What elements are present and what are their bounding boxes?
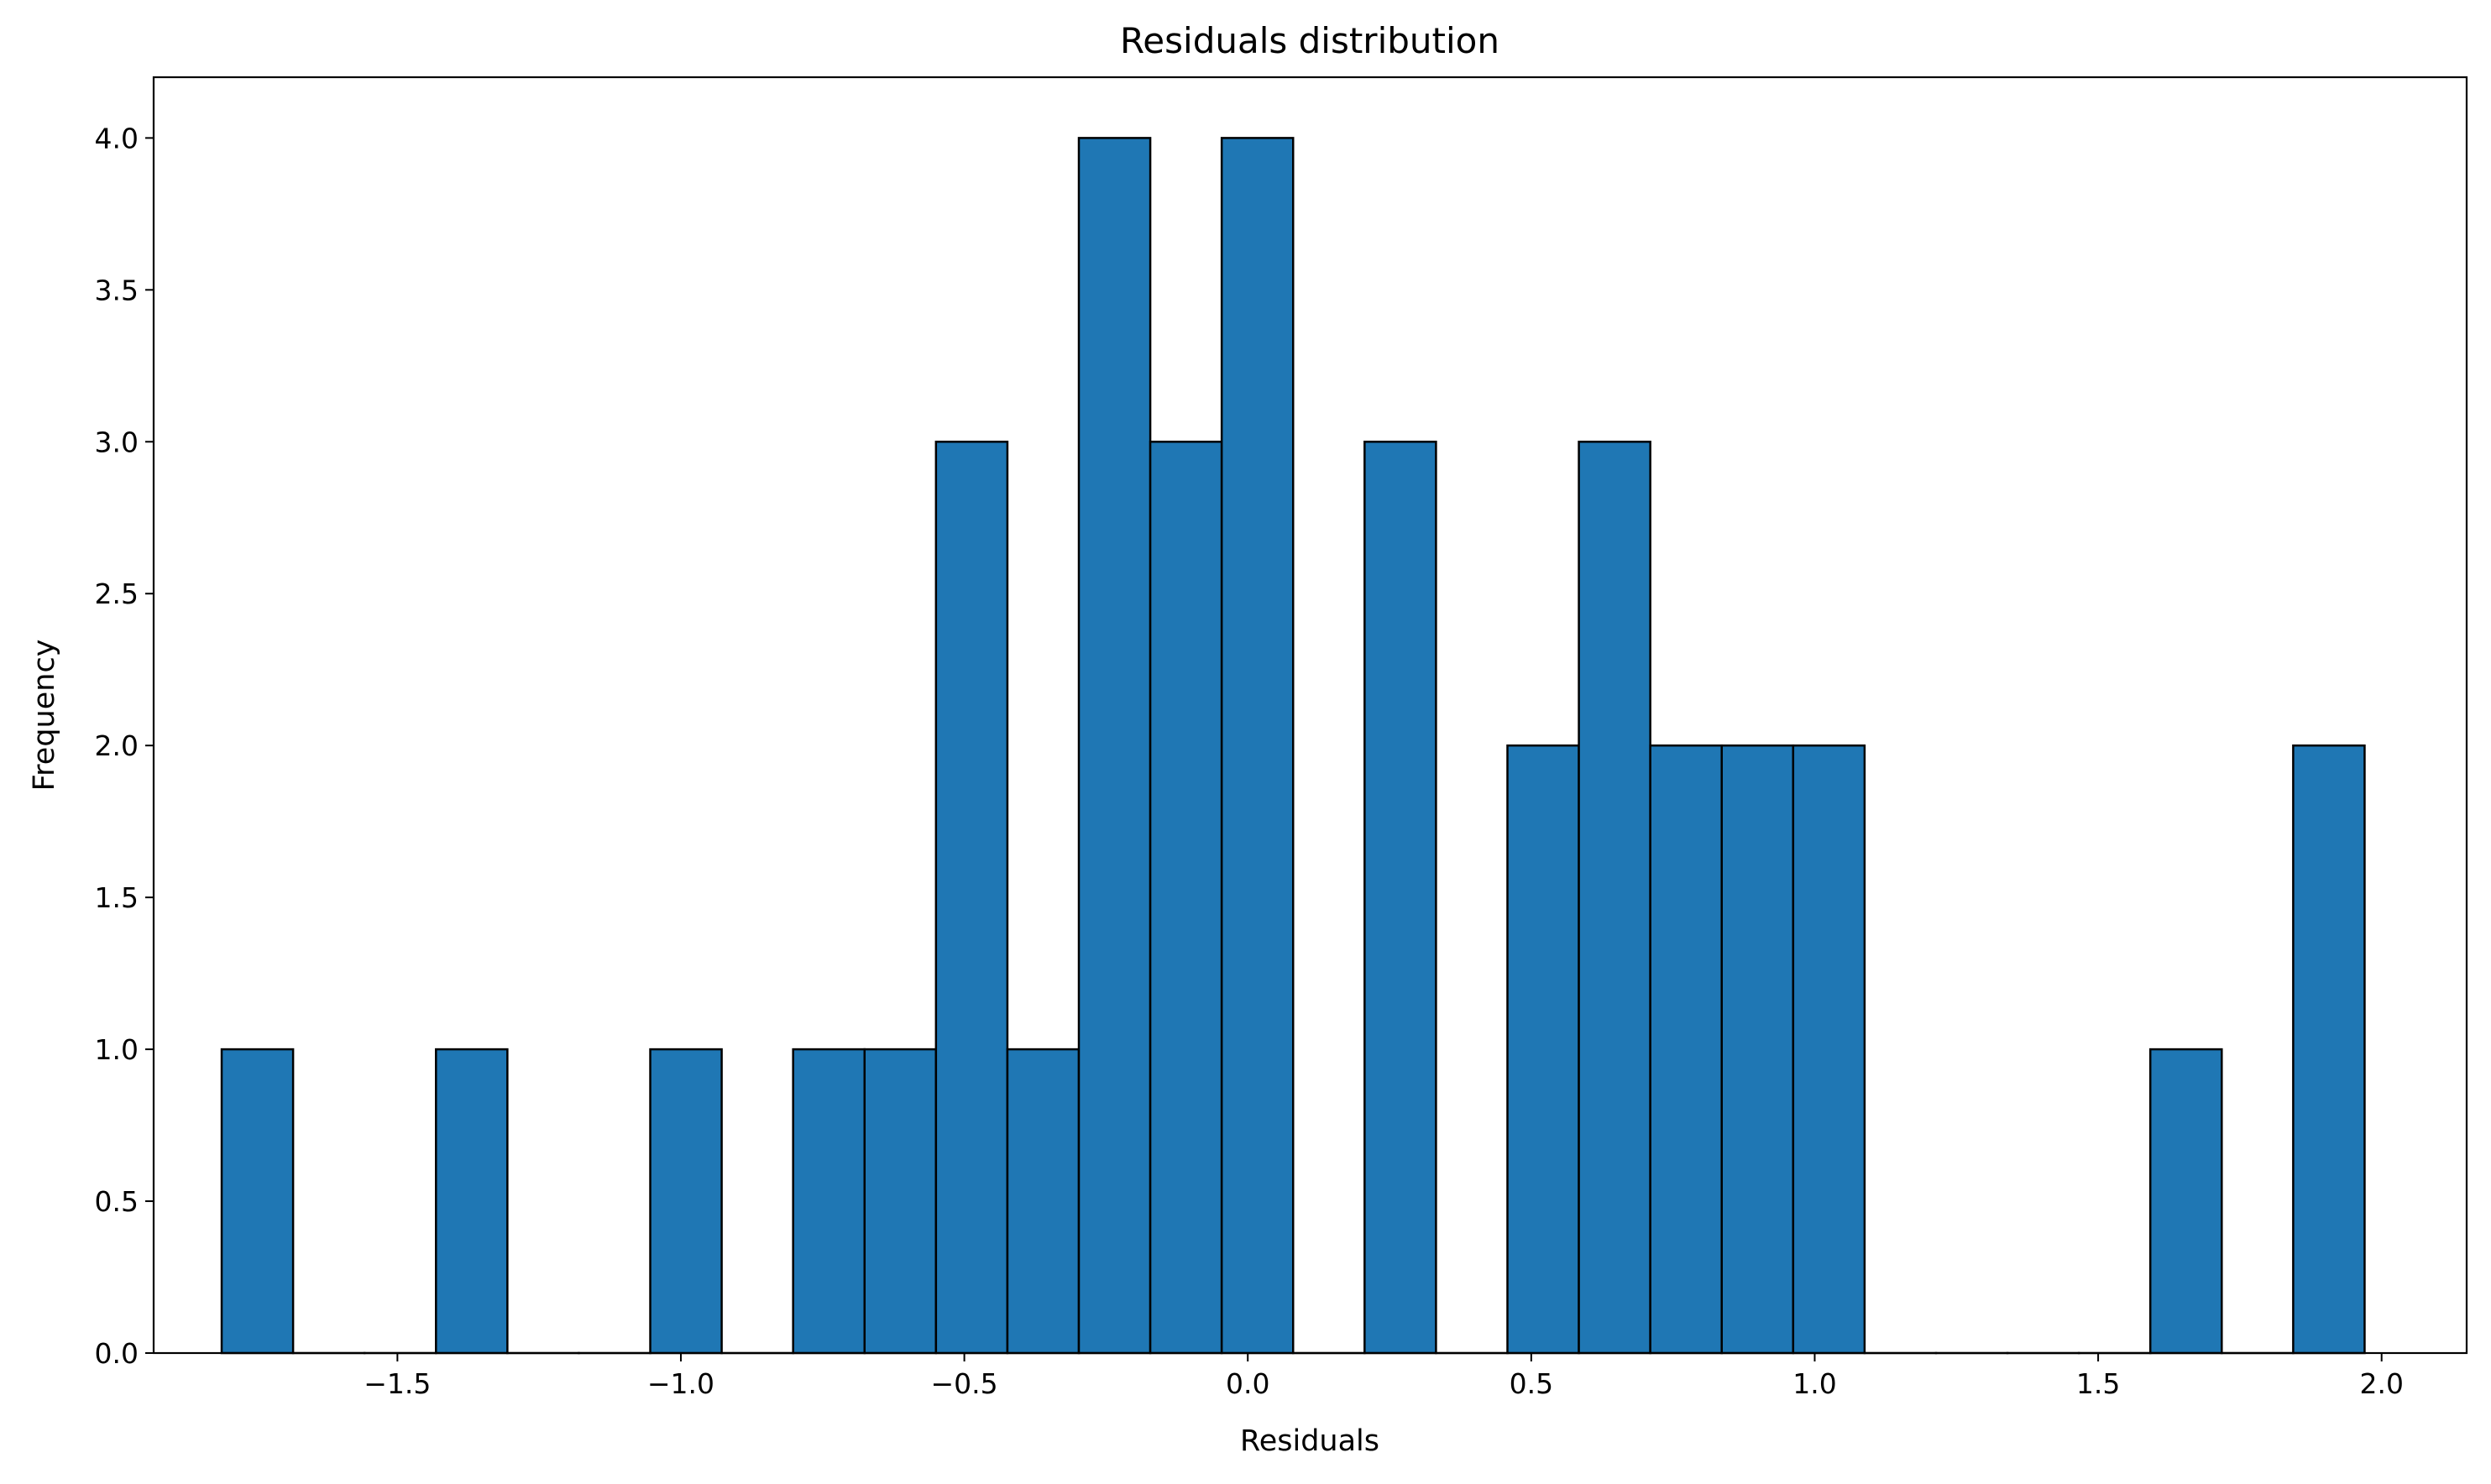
y-tick-label: 2.0 xyxy=(95,729,139,762)
chart-title: Residuals distribution xyxy=(1120,20,1499,61)
histogram-bar xyxy=(649,1048,723,1355)
y-axis-ticks: 0.0 0.5 1.0 1.5 2.0 2.5 3.0 3.5 4.0 xyxy=(95,122,154,1370)
x-tick-label: 1.5 xyxy=(2076,1367,2120,1400)
histogram-bar xyxy=(1220,137,1295,1355)
histogram-bar xyxy=(1578,441,1651,1355)
y-tick-label: 3.0 xyxy=(95,426,139,458)
histogram-bar xyxy=(863,1048,938,1355)
y-axis-label: Frequency xyxy=(28,640,61,792)
histogram-bar xyxy=(1363,441,1437,1355)
histogram-bar xyxy=(1792,744,1866,1355)
histogram-bar xyxy=(792,1048,866,1355)
histogram-bar xyxy=(1649,744,1723,1355)
x-axis-label: Residuals xyxy=(1240,1424,1379,1458)
histogram-bar xyxy=(435,1048,509,1355)
histogram-bar xyxy=(934,441,1009,1355)
histogram-bar xyxy=(1006,1048,1081,1355)
histogram-bar xyxy=(1720,744,1795,1355)
x-tick-label: −1.5 xyxy=(364,1367,431,1400)
histogram-bar xyxy=(2292,744,2366,1355)
x-tick-label: 0.5 xyxy=(1510,1367,1553,1400)
y-tick-label: 1.0 xyxy=(95,1033,139,1066)
plot-frame xyxy=(152,76,2468,1355)
x-tick-label: −1.0 xyxy=(647,1367,714,1400)
histogram-bar xyxy=(220,1048,295,1355)
y-tick-label: 0.5 xyxy=(95,1185,139,1218)
y-tick-label: 2.5 xyxy=(95,577,139,610)
histogram-bar xyxy=(1149,441,1223,1355)
x-tick-label: 2.0 xyxy=(2359,1367,2403,1400)
x-tick-label: 0.0 xyxy=(1226,1367,1269,1400)
y-tick-label: 1.5 xyxy=(95,881,139,914)
y-tick-label: 4.0 xyxy=(95,122,139,154)
histogram-bar xyxy=(1506,744,1580,1355)
x-axis-ticks: −1.5 −1.0 −0.5 0.0 0.5 1.0 1.5 2.0 xyxy=(364,1353,2404,1400)
histogram-bar xyxy=(2148,1048,2223,1355)
histogram-bar xyxy=(1077,137,1152,1355)
x-tick-label: −0.5 xyxy=(931,1367,998,1400)
x-tick-label: 1.0 xyxy=(1792,1367,1836,1400)
y-tick-label: 0.0 xyxy=(95,1337,139,1370)
y-tick-label: 3.5 xyxy=(95,274,139,306)
bars-group xyxy=(220,137,2366,1355)
